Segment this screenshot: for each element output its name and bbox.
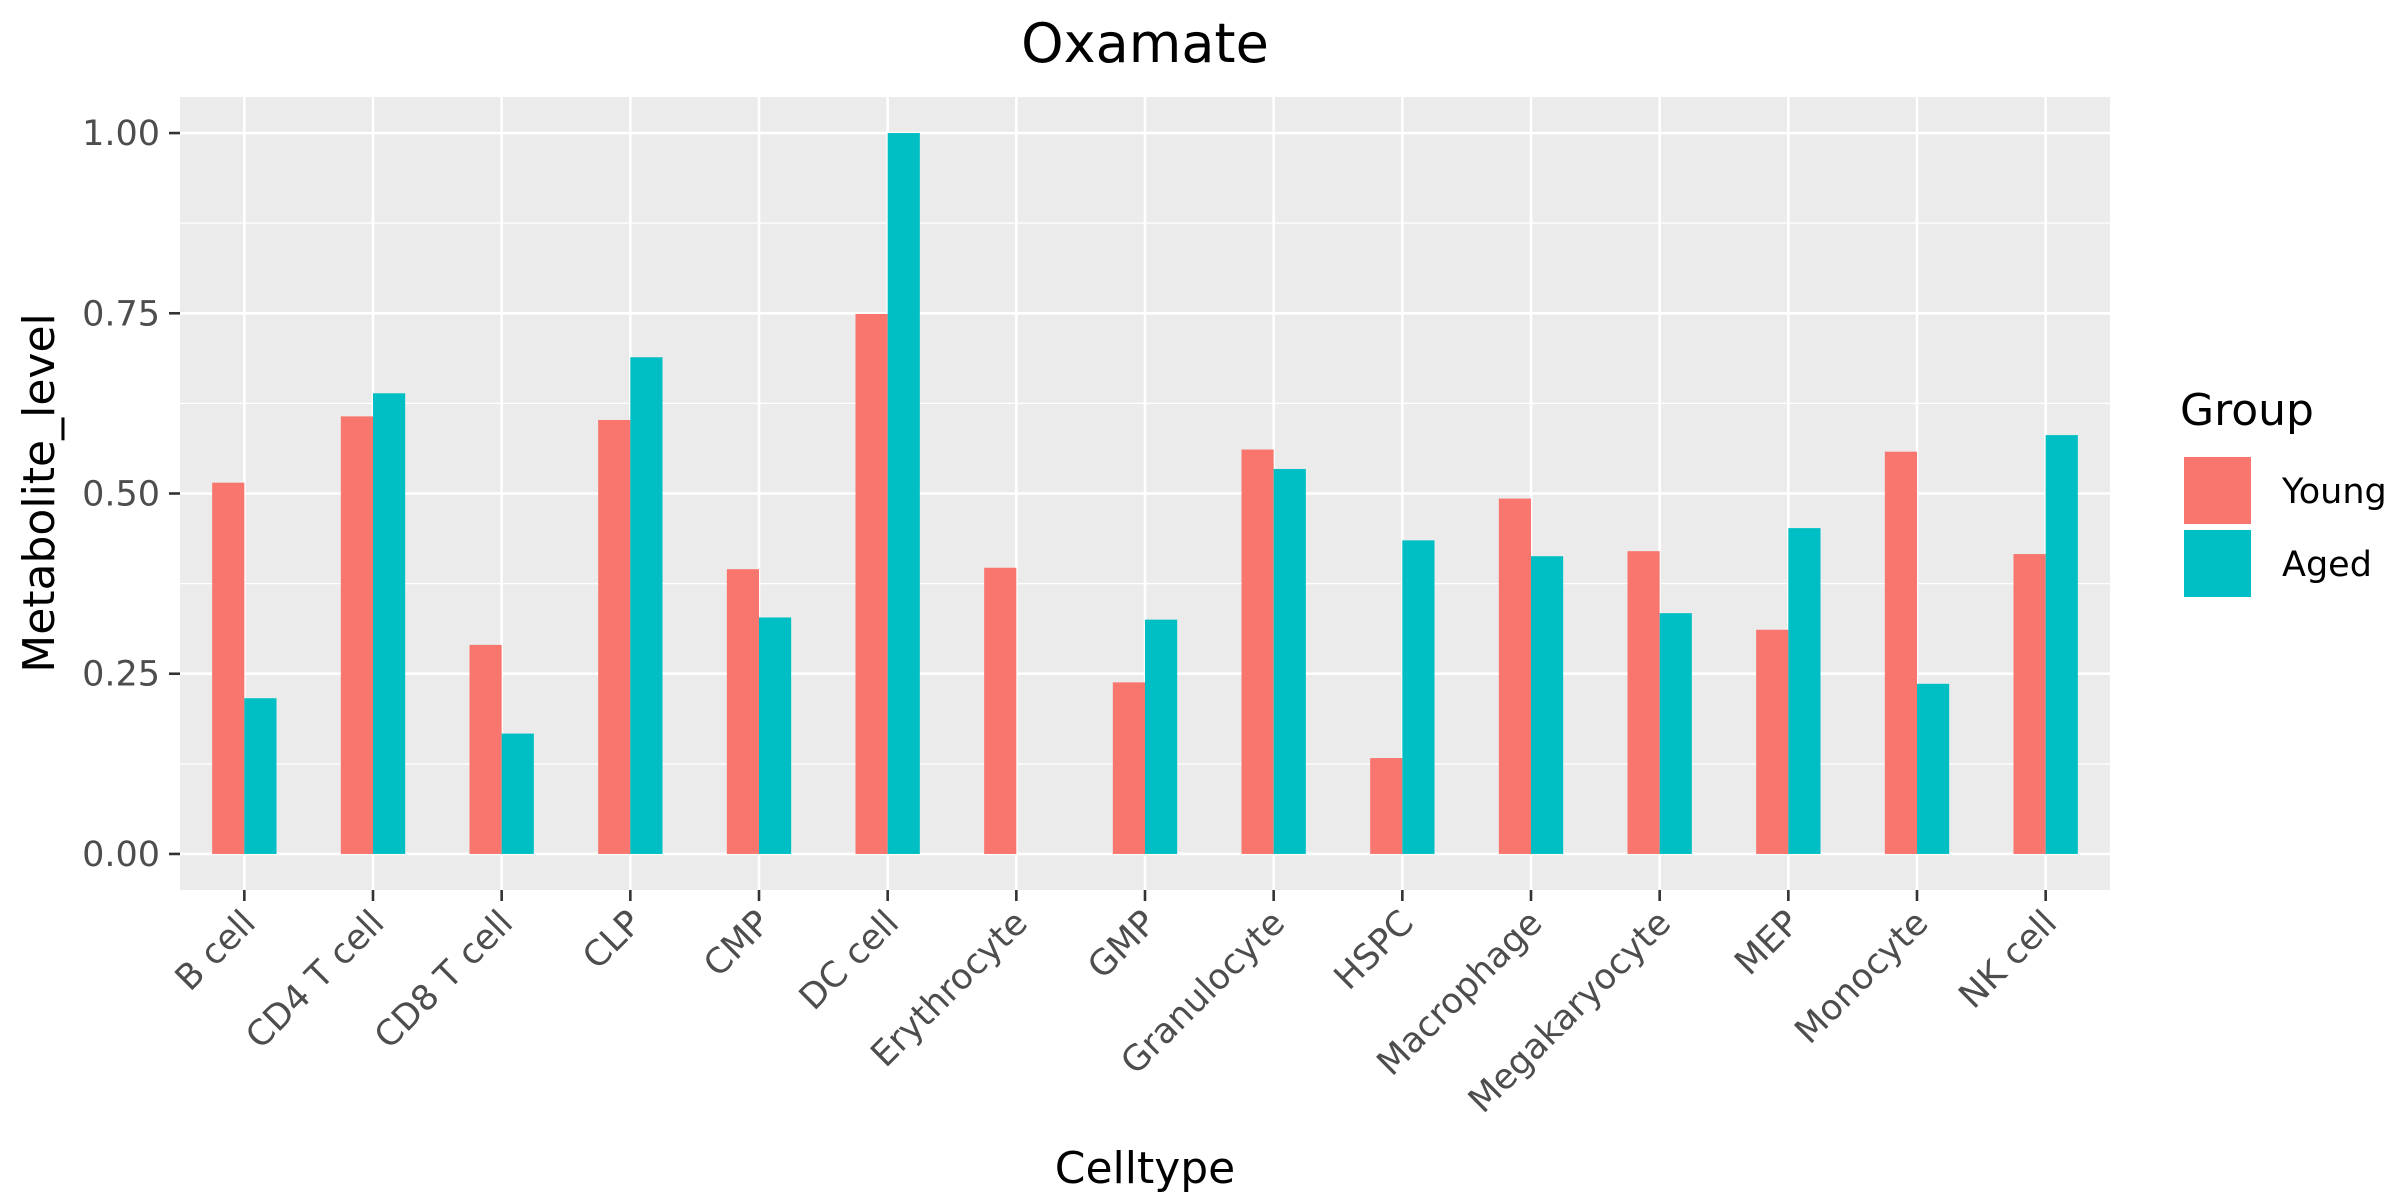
legend-key-young xyxy=(2184,457,2251,524)
bar-young xyxy=(340,416,373,854)
bar-young xyxy=(1884,451,1917,854)
bar-young xyxy=(726,569,759,854)
bar-aged xyxy=(1917,683,1950,854)
bar-young xyxy=(1370,758,1403,854)
bar-aged xyxy=(373,393,406,854)
bar-young xyxy=(469,644,502,854)
x-tick-label: Monocyte xyxy=(1788,903,1937,1052)
bar-aged xyxy=(1531,556,1564,854)
bar-young xyxy=(1241,449,1274,854)
bar-aged xyxy=(759,617,792,854)
bar-aged xyxy=(887,133,920,854)
x-tick-label: DC cell xyxy=(792,903,907,1018)
y-axis-title: Metabolite_level xyxy=(14,313,65,673)
x-tick-label: B cell xyxy=(168,903,264,999)
bar-aged xyxy=(2045,435,2078,854)
x-tick-label: CMP xyxy=(697,903,779,985)
legend-label-young: Young xyxy=(2281,472,2387,512)
bar-aged xyxy=(1145,619,1178,854)
bar-young xyxy=(855,313,888,854)
bar-young xyxy=(1627,551,1660,854)
x-tick-label: MEP xyxy=(1727,903,1807,983)
bars xyxy=(212,133,2078,854)
x-tick-label: HSPC xyxy=(1327,903,1422,998)
y-tick-label: 0.50 xyxy=(82,475,160,515)
bar-young xyxy=(598,419,631,854)
legend: Group Young Aged xyxy=(2180,385,2387,597)
x-tick-label: CD4 T cell xyxy=(239,903,393,1057)
bar-young xyxy=(1112,682,1145,854)
bar-aged xyxy=(1788,528,1821,854)
bar-young xyxy=(1756,629,1789,854)
legend-key-aged xyxy=(2184,530,2251,597)
x-axis-title: Celltype xyxy=(1055,1143,1236,1194)
y-tick-label: 0.25 xyxy=(82,655,160,695)
bar-young xyxy=(984,567,1017,854)
y-tick-label: 0.75 xyxy=(82,294,160,334)
bar-aged xyxy=(1659,613,1692,854)
bar-aged xyxy=(630,357,663,854)
legend-label-aged: Aged xyxy=(2282,545,2372,585)
y-axis: 0.00 0.25 0.50 0.75 1.00 xyxy=(82,114,180,875)
y-tick-label: 0.00 xyxy=(82,835,160,875)
x-tick-label: NK cell xyxy=(1952,903,2065,1016)
bar-young xyxy=(212,482,245,854)
bar-aged xyxy=(1402,540,1435,854)
bar-young xyxy=(2013,554,2046,854)
x-tick-label: CD8 T cell xyxy=(367,903,521,1057)
bar-aged xyxy=(244,698,277,854)
bar-young xyxy=(1498,498,1531,854)
legend-title: Group xyxy=(2180,385,2314,436)
x-tick-label: GMP xyxy=(1081,903,1165,987)
y-tick-label: 1.00 xyxy=(82,114,160,154)
bar-aged xyxy=(1273,468,1306,854)
x-tick-label: CLP xyxy=(575,903,649,977)
bar-aged xyxy=(501,733,534,854)
chart-title: Oxamate xyxy=(1021,12,1269,75)
